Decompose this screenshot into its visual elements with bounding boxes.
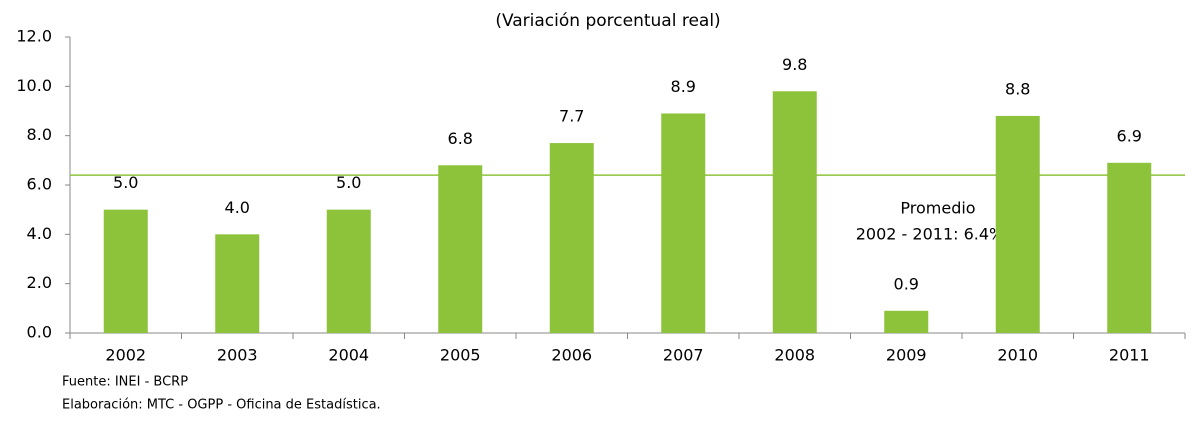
x-tick-label: 2011 <box>1109 346 1150 365</box>
y-tick-label: 0.0 <box>27 323 52 342</box>
y-tick-label: 4.0 <box>27 224 52 243</box>
x-tick-label: 2006 <box>551 346 592 365</box>
y-tick-label: 6.0 <box>27 175 52 194</box>
value-label: 5.0 <box>113 173 138 192</box>
bar <box>995 115 1040 333</box>
bar <box>326 209 371 333</box>
value-label: 0.9 <box>894 274 919 293</box>
x-tick-label: 2007 <box>663 346 704 365</box>
annotation: 2002 - 2011: 6.4% <box>856 225 1005 244</box>
value-label: 5.0 <box>336 173 361 192</box>
value-label: 7.7 <box>559 107 584 126</box>
x-tick-label: 2004 <box>328 346 369 365</box>
annotation: Promedio <box>900 199 975 218</box>
x-tick-label: 2002 <box>105 346 146 365</box>
chart-title: (Variación porcentual real) <box>495 11 720 31</box>
footnote: Elaboración: MTC - OGPP - Oficina de Est… <box>62 398 381 413</box>
y-tick-label: 2.0 <box>27 273 52 292</box>
bar <box>772 91 817 334</box>
bar <box>438 165 483 333</box>
bar <box>884 310 929 333</box>
footnote: Fuente: INEI - BCRP <box>62 375 188 390</box>
x-tick-label: 2005 <box>440 346 481 365</box>
value-label: 9.8 <box>782 55 807 74</box>
y-tick-label: 12.0 <box>16 27 52 46</box>
value-label: 8.9 <box>671 77 696 96</box>
x-tick-label: 2003 <box>217 346 258 365</box>
bar <box>661 113 706 333</box>
x-tick-label: 2009 <box>886 346 927 365</box>
y-tick-label: 8.0 <box>27 125 52 144</box>
bar <box>1107 162 1152 333</box>
x-tick-label: 2008 <box>774 346 815 365</box>
value-label: 6.9 <box>1117 126 1142 145</box>
value-label: 6.8 <box>448 129 473 148</box>
bar <box>215 234 260 333</box>
value-label: 8.8 <box>1005 79 1030 98</box>
y-tick-label: 10.0 <box>16 76 52 95</box>
x-tick-label: 2010 <box>997 346 1038 365</box>
bar <box>103 209 148 333</box>
value-label: 4.0 <box>225 198 250 217</box>
bar <box>549 143 594 333</box>
